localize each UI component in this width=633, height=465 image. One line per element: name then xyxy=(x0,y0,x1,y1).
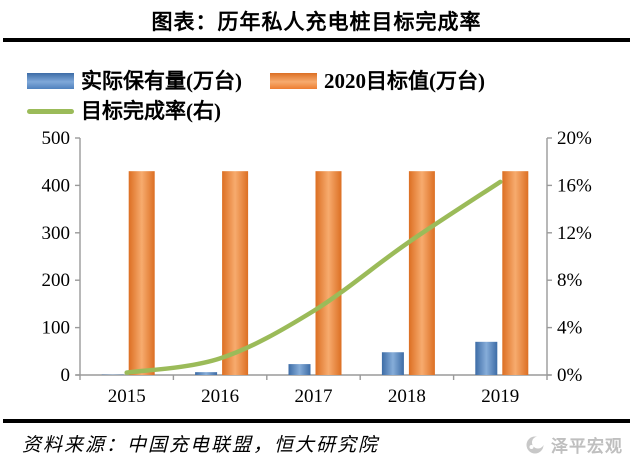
svg-text:2019: 2019 xyxy=(481,386,519,407)
legend-swatch-rate xyxy=(27,108,74,114)
svg-text:400: 400 xyxy=(42,175,71,196)
svg-text:100: 100 xyxy=(42,318,71,339)
legend-label-rate: 目标完成率(右) xyxy=(81,98,221,123)
svg-text:12%: 12% xyxy=(557,223,592,244)
legend-swatch-target xyxy=(270,73,317,89)
source-note: 资料来源：中国充电联盟，恒大研究院 xyxy=(22,435,380,456)
chart-plot: 0 100 200 300 400 500 0% 4% 8% 12% 16% 20% 2015 2016 2… xyxy=(42,128,593,407)
legend-row-1: 实际保有量(万台) 2020目标值(万台) xyxy=(27,66,623,96)
svg-text:2017: 2017 xyxy=(295,386,333,407)
legend-label-target: 2020目标值(万台) xyxy=(324,68,485,93)
watermark-text: 泽平宏观 xyxy=(551,437,623,456)
legend-row-2: 目标完成率(右) xyxy=(27,96,623,126)
svg-text:300: 300 xyxy=(42,223,71,244)
legend-swatch-actual xyxy=(27,73,74,89)
svg-text:0: 0 xyxy=(61,365,71,386)
svg-text:2016: 2016 xyxy=(201,386,239,407)
title-divider xyxy=(3,38,630,42)
chart-title: 图表：历年私人充电桩目标完成率 xyxy=(151,10,482,34)
svg-text:500: 500 xyxy=(42,128,71,149)
footer-divider xyxy=(3,419,630,423)
svg-text:2018: 2018 xyxy=(388,386,426,407)
svg-text:20%: 20% xyxy=(557,128,592,149)
legend-label-actual: 实际保有量(万台) xyxy=(81,68,242,93)
swirl-logo-icon xyxy=(526,436,544,453)
legend: 实际保有量(万台) 2020目标值(万台) 目标完成率(右) xyxy=(27,66,623,126)
svg-text:4%: 4% xyxy=(557,318,583,339)
svg-text:2015: 2015 xyxy=(108,386,146,407)
zeping-watermark: 泽平宏观 xyxy=(524,432,623,457)
svg-text:16%: 16% xyxy=(557,175,592,196)
svg-text:0%: 0% xyxy=(557,365,583,386)
svg-text:200: 200 xyxy=(42,270,71,291)
svg-text:8%: 8% xyxy=(557,270,583,291)
